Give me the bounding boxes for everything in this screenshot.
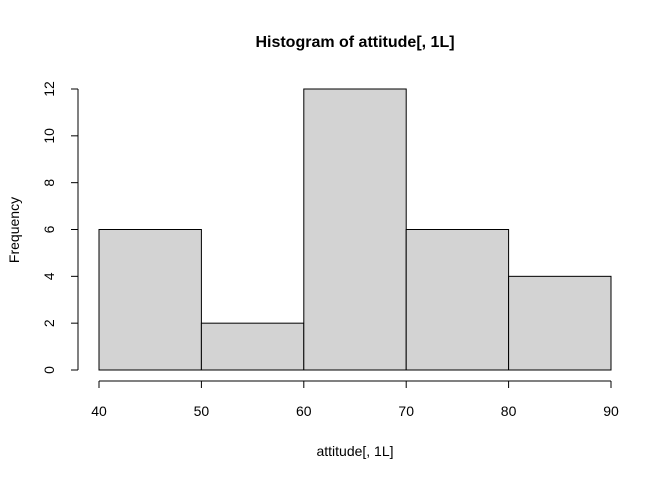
x-tick-label: 90 bbox=[603, 403, 619, 419]
y-axis: 0 2 4 6 8 10 12 bbox=[41, 81, 79, 374]
y-tick-label: 2 bbox=[41, 319, 57, 327]
histogram-bar bbox=[303, 88, 407, 371]
x-tick-label: 70 bbox=[398, 403, 414, 419]
x-tick-label: 80 bbox=[501, 403, 517, 419]
x-tick-label: 40 bbox=[91, 403, 107, 419]
histogram-bar bbox=[405, 229, 510, 371]
y-axis-label: Frequency bbox=[6, 197, 22, 263]
x-tick-label: 50 bbox=[194, 403, 210, 419]
x-axis-label: attitude[, 1L] bbox=[316, 443, 393, 459]
histogram-bar bbox=[508, 275, 612, 371]
y-tick-label: 4 bbox=[41, 272, 57, 280]
histogram-bar bbox=[98, 229, 202, 371]
bars-group bbox=[98, 88, 612, 371]
chart-title: Histogram of attitude[, 1L] bbox=[255, 34, 454, 51]
y-tick-label: 10 bbox=[41, 128, 57, 144]
histogram-bar bbox=[200, 322, 305, 371]
y-tick-label: 12 bbox=[41, 81, 57, 97]
y-tick-label: 0 bbox=[41, 366, 57, 374]
x-axis: 40 50 60 70 80 90 bbox=[91, 380, 619, 419]
x-tick-label: 60 bbox=[296, 403, 312, 419]
y-tick-label: 6 bbox=[41, 225, 57, 233]
y-tick-label: 8 bbox=[41, 179, 57, 187]
